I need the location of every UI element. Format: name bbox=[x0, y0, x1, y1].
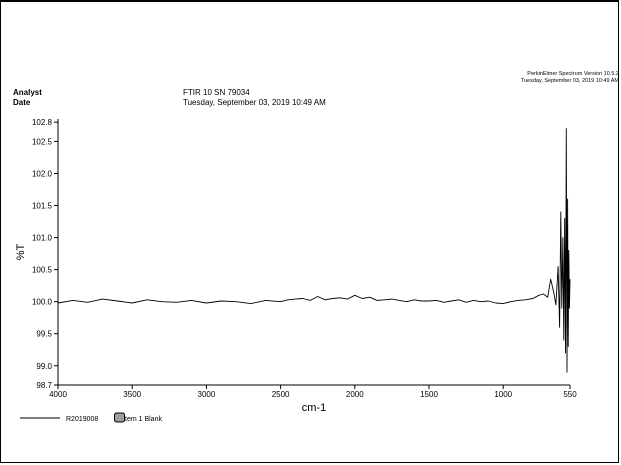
legend-label-part1: R2019008 bbox=[66, 416, 98, 423]
x-tick-label: 3500 bbox=[123, 390, 141, 399]
legend-swatch-icon bbox=[114, 412, 125, 423]
chart-marks bbox=[57, 128, 571, 373]
y-tick-label: 101.0 bbox=[32, 234, 53, 243]
software-version: PerkinElmer Spectrum Version 10.5.2 bbox=[527, 71, 619, 77]
x-axis-label: cm-1 bbox=[302, 402, 326, 414]
y-tick-label: 100.5 bbox=[32, 266, 53, 275]
x-tick-label: 2000 bbox=[346, 390, 364, 399]
y-tick-label: 98.7 bbox=[36, 381, 52, 390]
software-datetime: Tuesday, September 03, 2019 10:49 AM bbox=[520, 78, 619, 84]
instrument-label: FTIR 10 SN 79034 bbox=[183, 88, 250, 97]
date-label: Date bbox=[13, 98, 31, 107]
legend: R2019008 tem 1 Blank bbox=[20, 412, 162, 423]
y-axis-label: %T bbox=[15, 243, 27, 260]
chart-axes: 102.8 102.5 102.0 101.5 101.0 100.5 100.0 99.5 9… bbox=[32, 118, 577, 399]
x-tick-label: 1000 bbox=[494, 390, 512, 399]
spectrum-line bbox=[57, 128, 571, 373]
legend-label-part2: tem 1 Blank bbox=[125, 416, 162, 423]
y-tick-label: 102.8 bbox=[32, 118, 53, 127]
measurement-datetime: Tuesday, September 03, 2019 10:49 AM bbox=[183, 98, 326, 107]
y-tick-label: 100.0 bbox=[32, 298, 53, 307]
y-tick-label: 99.5 bbox=[36, 330, 52, 339]
y-tick-label: 102.0 bbox=[32, 169, 53, 178]
analyst-label: Analyst bbox=[13, 88, 42, 97]
x-tick-label: 2500 bbox=[272, 390, 290, 399]
x-tick-label: 4000 bbox=[49, 390, 67, 399]
y-tick-label: 101.5 bbox=[32, 202, 53, 211]
x-tick-label: 3000 bbox=[198, 390, 216, 399]
x-tick-label: 550 bbox=[563, 390, 577, 399]
y-tick-label: 99.0 bbox=[36, 362, 52, 371]
x-tick-label: 1500 bbox=[420, 390, 438, 399]
y-tick-label: 102.5 bbox=[32, 137, 53, 146]
